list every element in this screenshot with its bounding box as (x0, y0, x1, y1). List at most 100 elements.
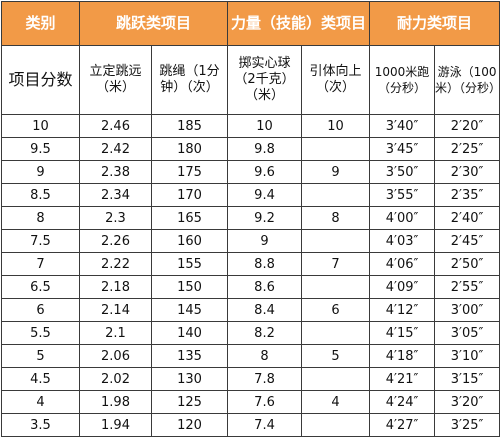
table-row: 9.5 2.42 180 9.8 3′45″ 2′25″ (1, 137, 500, 161)
cell-swim: 2′25″ (434, 137, 500, 161)
table-row: 6 2.14 145 8.4 6 4′12″ 3′00″ (1, 298, 500, 322)
cell-pullup (301, 275, 371, 299)
cell-standing-jump: 2.34 (79, 183, 152, 207)
cell-rope: 185 (150, 114, 229, 138)
cell-standing-jump: 2.02 (79, 367, 152, 391)
table-row: 9 2.38 175 9.6 9 3′50″ 2′30″ (1, 160, 500, 184)
cell-score: 8 (1, 206, 80, 230)
cell-standing-jump: 2.22 (79, 252, 152, 276)
cell-swim: 3′00″ (434, 298, 500, 322)
cell-run: 4′15″ (369, 321, 436, 345)
cell-score: 10 (1, 114, 80, 138)
cell-pullup: 7 (301, 252, 371, 276)
cell-rope: 155 (150, 252, 229, 276)
table-row: 6.5 2.18 150 8.6 4′09″ 2′55″ (1, 275, 500, 299)
cell-swim: 3′20″ (434, 390, 500, 414)
table-body: 10 2.46 185 10 10 3′40″ 2′20″ 9.5 2.42 180 9.8 3′45… (1, 114, 500, 437)
cell-ball: 9.2 (227, 206, 303, 230)
cell-ball: 10 (227, 114, 303, 138)
cell-rope: 145 (150, 298, 229, 322)
cell-pullup: 8 (301, 206, 371, 230)
cell-ball: 7.6 (227, 390, 303, 414)
table-row: 10 2.46 185 10 10 3′40″ 2′20″ (1, 114, 500, 138)
table-row: 7.5 2.26 160 9 4′03″ 2′45″ (1, 229, 500, 253)
cell-run: 4′21″ (369, 367, 436, 391)
cell-swim: 3′10″ (434, 344, 500, 368)
cell-score: 4 (1, 390, 80, 414)
cell-rope: 125 (150, 390, 229, 414)
cell-run: 3′45″ (369, 137, 436, 161)
cell-score: 7 (1, 252, 80, 276)
cell-ball: 9.6 (227, 160, 303, 184)
cell-swim: 2′20″ (434, 114, 500, 138)
header-strength: 力量（技能）类项目 (227, 1, 371, 46)
cell-swim: 3′25″ (434, 413, 500, 437)
cell-run: 4′24″ (369, 390, 436, 414)
cell-standing-jump: 2.06 (79, 344, 152, 368)
cell-swim: 2′40″ (434, 206, 500, 230)
cell-ball: 9 (227, 229, 303, 253)
cell-score: 9.5 (1, 137, 80, 161)
cell-standing-jump: 1.94 (79, 413, 152, 437)
cell-score: 3.5 (1, 413, 80, 437)
cell-ball: 8.4 (227, 298, 303, 322)
cell-ball: 7.4 (227, 413, 303, 437)
table-row: 5.5 2.1 140 8.2 4′15″ 3′05″ (1, 321, 500, 345)
cell-run: 4′27″ (369, 413, 436, 437)
cell-run: 3′40″ (369, 114, 436, 138)
table-row: 8 2.3 165 9.2 8 4′00″ 2′40″ (1, 206, 500, 230)
cell-run: 4′03″ (369, 229, 436, 253)
cell-standing-jump: 1.98 (79, 390, 152, 414)
cell-pullup: 5 (301, 344, 371, 368)
cell-swim: 2′30″ (434, 160, 500, 184)
cell-score: 5.5 (1, 321, 80, 345)
cell-rope: 150 (150, 275, 229, 299)
cell-pullup: 4 (301, 390, 371, 414)
cell-rope: 180 (150, 137, 229, 161)
cell-swim: 3′15″ (434, 367, 500, 391)
cell-standing-jump: 2.38 (79, 160, 152, 184)
cell-score: 6.5 (1, 275, 80, 299)
subheader-pullup: 引体向上（次） (301, 45, 371, 115)
cell-pullup (301, 321, 371, 345)
cell-rope: 130 (150, 367, 229, 391)
cell-pullup: 9 (301, 160, 371, 184)
cell-rope: 170 (150, 183, 229, 207)
cell-ball: 8.2 (227, 321, 303, 345)
cell-score: 8.5 (1, 183, 80, 207)
cell-rope: 175 (150, 160, 229, 184)
cell-standing-jump: 2.1 (79, 321, 152, 345)
cell-pullup (301, 229, 371, 253)
cell-score: 9 (1, 160, 80, 184)
cell-standing-jump: 2.42 (79, 137, 152, 161)
cell-pullup (301, 413, 371, 437)
cell-standing-jump: 2.3 (79, 206, 152, 230)
header-jump: 跳跃类项目 (78, 1, 229, 46)
table-row: 3.5 1.94 120 7.4 4′27″ 3′25″ (1, 413, 500, 437)
subheader-rope: 跳绳（1分钟）（次） (150, 45, 229, 115)
cell-score: 5 (1, 344, 80, 368)
cell-swim: 2′55″ (434, 275, 500, 299)
cell-run: 4′00″ (369, 206, 436, 230)
cell-standing-jump: 2.18 (79, 275, 152, 299)
cell-standing-jump: 2.26 (79, 229, 152, 253)
cell-standing-jump: 2.46 (79, 114, 152, 138)
cell-swim: 3′05″ (434, 321, 500, 345)
cell-rope: 120 (150, 413, 229, 437)
subheader-ball: 掷实心球（2千克）（米） (227, 45, 303, 115)
cell-run: 4′09″ (369, 275, 436, 299)
cell-run: 3′55″ (369, 183, 436, 207)
cell-rope: 165 (150, 206, 229, 230)
cell-rope: 160 (150, 229, 229, 253)
table-row: 4.5 2.02 130 7.8 4′21″ 3′15″ (1, 367, 500, 391)
cell-rope: 140 (150, 321, 229, 345)
cell-score: 7.5 (1, 229, 80, 253)
subheader-standing-jump: 立定跳远（米） (79, 45, 152, 115)
cell-ball: 9.8 (227, 137, 303, 161)
cell-run: 3′50″ (369, 160, 436, 184)
cell-pullup (301, 183, 371, 207)
cell-ball: 7.8 (227, 367, 303, 391)
subheader-swim: 游泳（100米）（分秒） (434, 45, 500, 115)
cell-pullup: 6 (301, 298, 371, 322)
